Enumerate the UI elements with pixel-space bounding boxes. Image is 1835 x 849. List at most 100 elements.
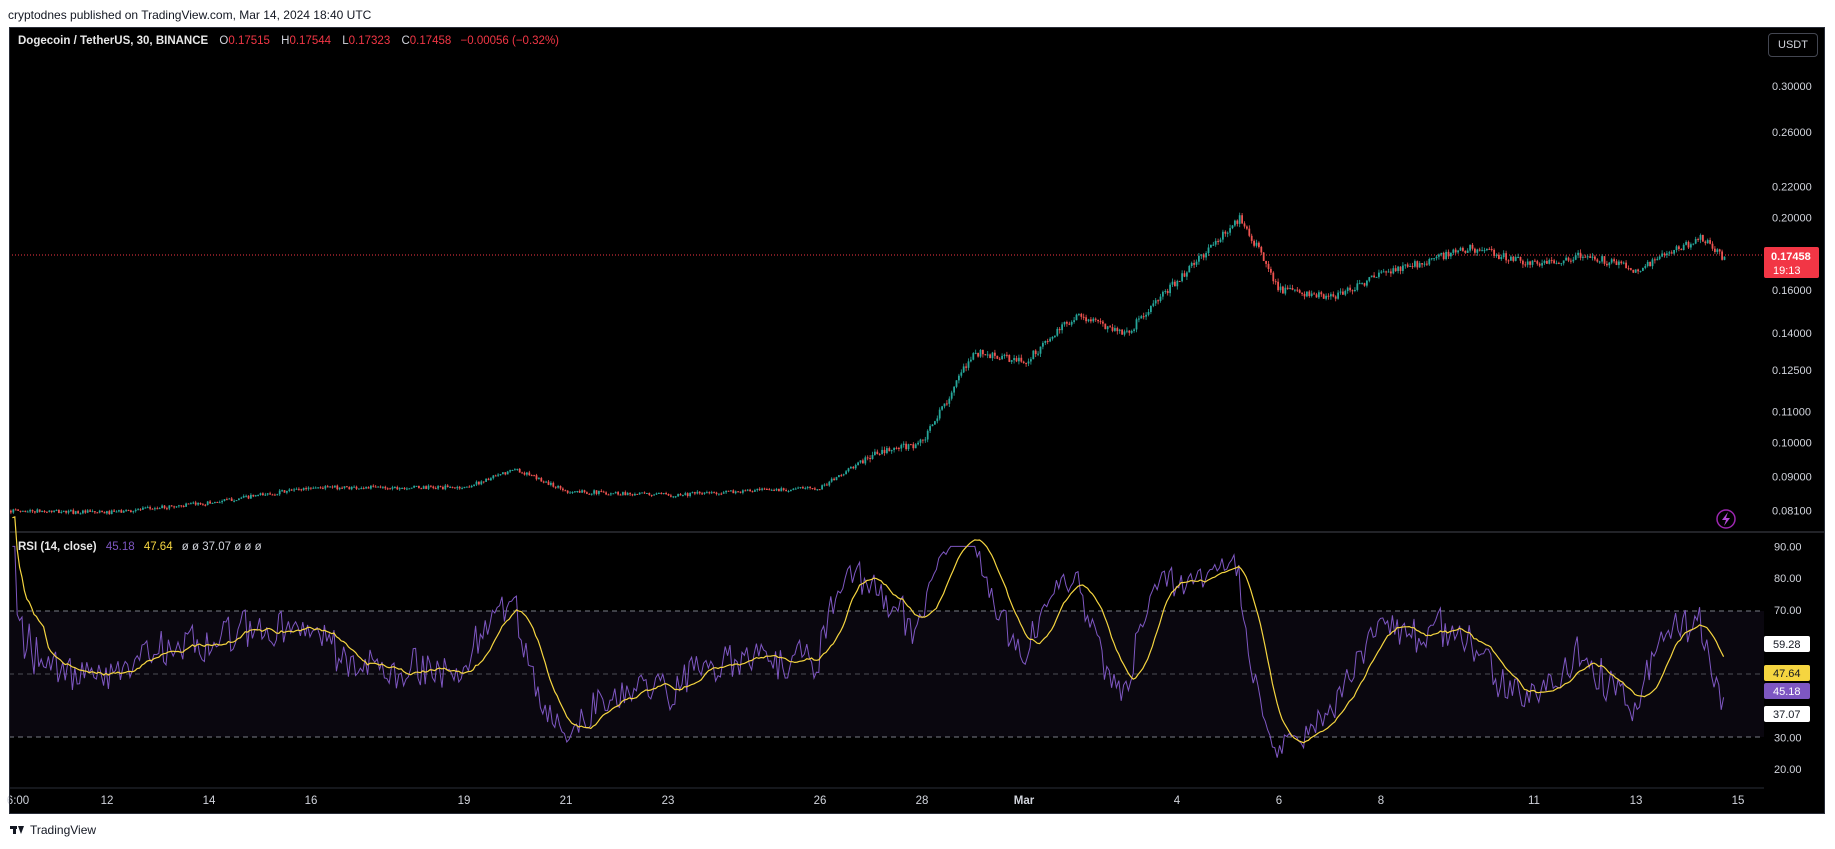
candle-body — [989, 354, 991, 359]
candle-body — [1183, 273, 1186, 277]
candle-body — [1601, 256, 1603, 262]
candle-body — [1308, 291, 1311, 296]
candle-body — [1382, 271, 1385, 273]
candle-body — [1327, 295, 1330, 297]
candle-body — [1181, 273, 1183, 282]
candle-body — [756, 488, 759, 491]
candle-body — [228, 498, 231, 500]
candle-body — [1032, 350, 1035, 360]
candle-body — [1301, 292, 1303, 294]
candle-body — [542, 481, 545, 483]
chart-area[interactable] — [9, 27, 1825, 814]
rsi-name[interactable]: RSI (14, close) — [18, 541, 97, 553]
candle-body — [158, 508, 161, 510]
candle-body — [202, 504, 204, 506]
candle-body — [595, 490, 598, 494]
candle-body — [41, 511, 43, 513]
candle-body — [446, 485, 449, 488]
candle-body — [1193, 263, 1195, 265]
candle-body — [274, 494, 276, 496]
candle-body — [742, 490, 744, 493]
candle-body — [1106, 326, 1109, 330]
candle-body — [974, 352, 977, 354]
candle-body — [1010, 360, 1013, 362]
candle-body — [1270, 268, 1272, 273]
lightning-icon[interactable] — [1716, 509, 1736, 529]
candle-body — [919, 439, 922, 443]
candle-body — [890, 450, 893, 452]
candle-body — [516, 468, 519, 470]
candle-body — [106, 511, 108, 514]
candle-body — [415, 485, 418, 487]
candle-body — [1711, 243, 1714, 249]
candle-body — [1445, 251, 1447, 260]
rsi-tag-lower: 37.07 — [1764, 706, 1810, 722]
candle-body — [1378, 272, 1380, 277]
candle-body — [590, 493, 593, 495]
candle-body — [1385, 271, 1387, 273]
candle-body — [302, 488, 305, 490]
candle-body — [382, 486, 384, 488]
candle-body — [238, 498, 240, 501]
candle-body — [1260, 246, 1263, 253]
candle-body — [1099, 321, 1102, 323]
rsi-axis[interactable]: 90.00 80.00 70.00 30.00 20.00 — [1774, 541, 1802, 776]
candle-body — [1625, 262, 1627, 269]
candle-body — [576, 491, 579, 493]
candle-body — [1046, 341, 1049, 343]
candle-body — [1339, 291, 1342, 293]
rsi-extra-values: ø ø 37.07 ø ø ø — [181, 541, 262, 553]
candle-body — [1025, 363, 1027, 365]
candle-body — [814, 488, 816, 490]
candle-body — [1346, 287, 1349, 291]
candle-body — [26, 511, 29, 513]
candle-body — [828, 481, 831, 486]
footer-brand[interactable]: TradingView — [10, 823, 96, 837]
candle-body — [811, 488, 814, 490]
candle-body — [1493, 249, 1495, 256]
symbol-name[interactable]: Dogecoin / TetherUS, 30, BINANCE — [18, 35, 209, 47]
candle-body — [125, 510, 127, 512]
candle-body — [878, 454, 881, 456]
currency-button[interactable]: USDT — [1768, 33, 1818, 57]
candle-body — [1603, 256, 1606, 264]
candle-body — [1639, 270, 1642, 272]
candle-body — [235, 500, 238, 502]
candle-body — [751, 491, 754, 493]
candle-body — [379, 486, 382, 488]
candle-body — [852, 466, 855, 469]
candle-body — [1538, 263, 1541, 266]
candle-body — [766, 489, 768, 491]
candle-body — [924, 439, 927, 441]
candle-body — [1505, 253, 1507, 261]
candle-body — [1416, 261, 1419, 268]
candle-body — [1176, 280, 1179, 287]
candle-body — [1373, 275, 1375, 278]
candle-body — [1644, 265, 1647, 268]
price-axis[interactable]: 0.300000.260000.220000.200000.180000.160… — [1772, 81, 1812, 518]
candle-body — [804, 488, 807, 490]
candle-body — [689, 492, 691, 496]
candle-body — [679, 494, 682, 496]
candle-body — [722, 492, 725, 494]
candle-body — [1651, 259, 1654, 267]
candle-body — [1298, 290, 1301, 293]
candle-body — [1015, 358, 1018, 362]
candle-body — [718, 493, 720, 495]
candle-body — [730, 490, 732, 492]
candle-body — [1013, 358, 1015, 361]
candle-body — [204, 504, 207, 506]
time-axis[interactable]: 6:00 12 14 16 19 21 23 26 28 Mar 4 6 8 11 13 15 — [7, 795, 1745, 807]
price-tick-label: 0.26000 — [1772, 127, 1812, 139]
candle-body — [1049, 338, 1051, 342]
symbol-legend[interactable]: Dogecoin / TetherUS, 30, BINANCE O0.1751… — [18, 35, 559, 47]
candle-body — [691, 492, 694, 494]
candle-body — [1649, 261, 1651, 267]
rsi-legend[interactable]: RSI (14, close) 45.18 47.64 ø ø 37.07 ø … — [18, 541, 262, 553]
candle-body — [802, 487, 804, 489]
candle-body — [1469, 244, 1471, 251]
candle-body — [780, 488, 783, 492]
candle-body — [845, 471, 847, 475]
candle-body — [458, 486, 461, 489]
